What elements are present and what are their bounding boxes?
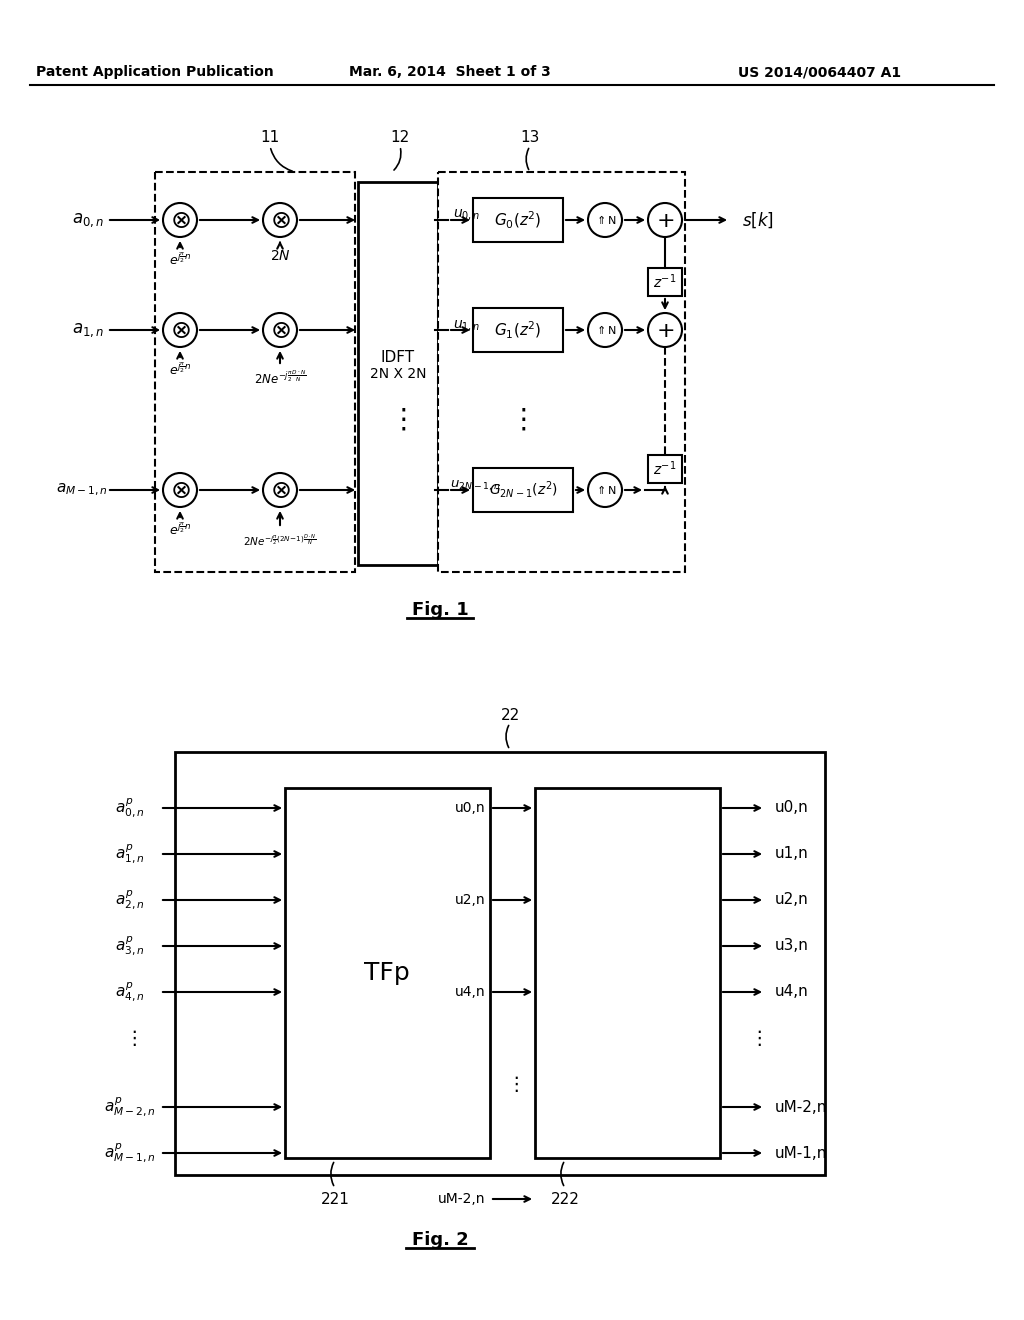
Text: $+$: $+$ [656, 211, 674, 231]
Bar [473, 198, 563, 242]
Text: $a^p_{2,n}$: $a^p_{2,n}$ [115, 888, 144, 912]
Text: $\vdots$: $\vdots$ [506, 1074, 518, 1094]
Text: $u_{0,n}$: $u_{0,n}$ [453, 209, 480, 223]
Bar [535, 788, 720, 1158]
Text: $\vdots$: $\vdots$ [509, 407, 526, 434]
Text: $2N$: $2N$ [269, 249, 291, 263]
Text: 221: 221 [321, 1192, 349, 1208]
Text: u1,n: u1,n [775, 846, 809, 862]
Text: u2,n: u2,n [775, 892, 809, 908]
Text: $e^{j\frac{\pi}{2}n}$: $e^{j\frac{\pi}{2}n}$ [169, 362, 191, 378]
Text: $G_1(z^2)$: $G_1(z^2)$ [495, 319, 542, 341]
Bar [155, 172, 355, 572]
Text: 11: 11 [260, 131, 280, 145]
Text: $a^p_{4,n}$: $a^p_{4,n}$ [115, 981, 144, 1003]
Text: $s[k]$: $s[k]$ [742, 210, 774, 230]
Text: $\otimes$: $\otimes$ [269, 479, 291, 503]
Text: uM-2,n: uM-2,n [775, 1100, 827, 1114]
Text: $a^p_{3,n}$: $a^p_{3,n}$ [115, 935, 144, 957]
Text: $\Uparrow$N: $\Uparrow$N [594, 323, 616, 337]
Text: $2Ne^{-j\frac{\pi}{2}\frac{D\cdot N}{N}}$: $2Ne^{-j\frac{\pi}{2}\frac{D\cdot N}{N}}… [254, 370, 306, 387]
Text: $\otimes$: $\otimes$ [170, 479, 190, 503]
Text: $e^{j\frac{\pi}{2}n}$: $e^{j\frac{\pi}{2}n}$ [169, 521, 191, 539]
Text: $e^{j\frac{\pi}{2}n}$: $e^{j\frac{\pi}{2}n}$ [169, 252, 191, 268]
Text: u3,n: u3,n [775, 939, 809, 953]
Text: Fig. 2: Fig. 2 [412, 1232, 468, 1249]
Text: uM-1,n: uM-1,n [775, 1146, 827, 1160]
Text: $+$: $+$ [656, 321, 674, 341]
Circle shape [263, 203, 297, 238]
Text: Patent Application Publication: Patent Application Publication [36, 65, 273, 79]
Text: $a^p_{M-2,n}$: $a^p_{M-2,n}$ [104, 1096, 156, 1118]
Text: 12: 12 [390, 131, 410, 145]
Text: TFp: TFp [365, 961, 410, 985]
Circle shape [648, 313, 682, 347]
Text: u4,n: u4,n [775, 985, 809, 999]
Circle shape [163, 313, 197, 347]
Text: $a_{1,n}$: $a_{1,n}$ [72, 321, 104, 339]
Text: uM-2,n: uM-2,n [437, 1192, 485, 1206]
Text: $a_{M-1,n}$: $a_{M-1,n}$ [56, 482, 108, 498]
Bar [473, 469, 573, 512]
Circle shape [163, 203, 197, 238]
Circle shape [263, 473, 297, 507]
Text: u2,n: u2,n [455, 894, 485, 907]
Bar [648, 455, 682, 483]
Text: $\otimes$: $\otimes$ [269, 209, 291, 234]
Text: 13: 13 [520, 131, 540, 145]
Text: $a^p_{1,n}$: $a^p_{1,n}$ [115, 842, 144, 866]
Text: Fig. 1: Fig. 1 [412, 601, 468, 619]
Bar [285, 788, 490, 1158]
Text: $\otimes$: $\otimes$ [170, 209, 190, 234]
Text: $2Ne^{-j\frac{\pi}{2}(2N\!-\!1)\frac{D\cdot N}{N}}$: $2Ne^{-j\frac{\pi}{2}(2N\!-\!1)\frac{D\c… [243, 532, 316, 548]
Text: 222: 222 [551, 1192, 580, 1208]
Text: $u_{2N-1,n}$: $u_{2N-1,n}$ [450, 479, 501, 494]
Text: $\vdots$: $\vdots$ [749, 1028, 762, 1048]
Circle shape [588, 313, 622, 347]
Circle shape [648, 203, 682, 238]
Text: u0,n: u0,n [455, 801, 485, 814]
Circle shape [163, 473, 197, 507]
Text: IDFT: IDFT [381, 350, 415, 364]
Text: $a^p_{M-1,n}$: $a^p_{M-1,n}$ [104, 1142, 156, 1164]
Text: $a_{0,n}$: $a_{0,n}$ [72, 211, 104, 228]
Text: $z^{-1}$: $z^{-1}$ [653, 459, 677, 478]
Bar [358, 182, 438, 565]
Text: $\Uparrow$N: $\Uparrow$N [594, 214, 616, 227]
Text: $G_{2N-1}(z^2)$: $G_{2N-1}(z^2)$ [488, 479, 557, 500]
Circle shape [588, 473, 622, 507]
Text: US 2014/0064407 A1: US 2014/0064407 A1 [738, 65, 901, 79]
Bar [175, 752, 825, 1175]
Bar [473, 308, 563, 352]
Text: $\Uparrow$N: $\Uparrow$N [594, 483, 616, 496]
Circle shape [588, 203, 622, 238]
Text: $G_0(z^2)$: $G_0(z^2)$ [495, 210, 542, 231]
Text: $u_{1,n}$: $u_{1,n}$ [453, 318, 480, 334]
Text: 2N X 2N: 2N X 2N [370, 367, 426, 381]
Text: Mar. 6, 2014  Sheet 1 of 3: Mar. 6, 2014 Sheet 1 of 3 [349, 65, 551, 79]
Text: 22: 22 [501, 708, 519, 722]
Text: u4,n: u4,n [455, 985, 485, 999]
Bar [648, 268, 682, 296]
Text: $\otimes$: $\otimes$ [170, 319, 190, 343]
Circle shape [263, 313, 297, 347]
Bar [438, 172, 685, 572]
Text: $\otimes$: $\otimes$ [269, 319, 291, 343]
Text: $\vdots$: $\vdots$ [124, 1028, 136, 1048]
Text: $a^p_{0,n}$: $a^p_{0,n}$ [115, 796, 144, 820]
Text: $\vdots$: $\vdots$ [389, 407, 407, 434]
Text: u0,n: u0,n [775, 800, 809, 816]
Text: $z^{-1}$: $z^{-1}$ [653, 273, 677, 292]
